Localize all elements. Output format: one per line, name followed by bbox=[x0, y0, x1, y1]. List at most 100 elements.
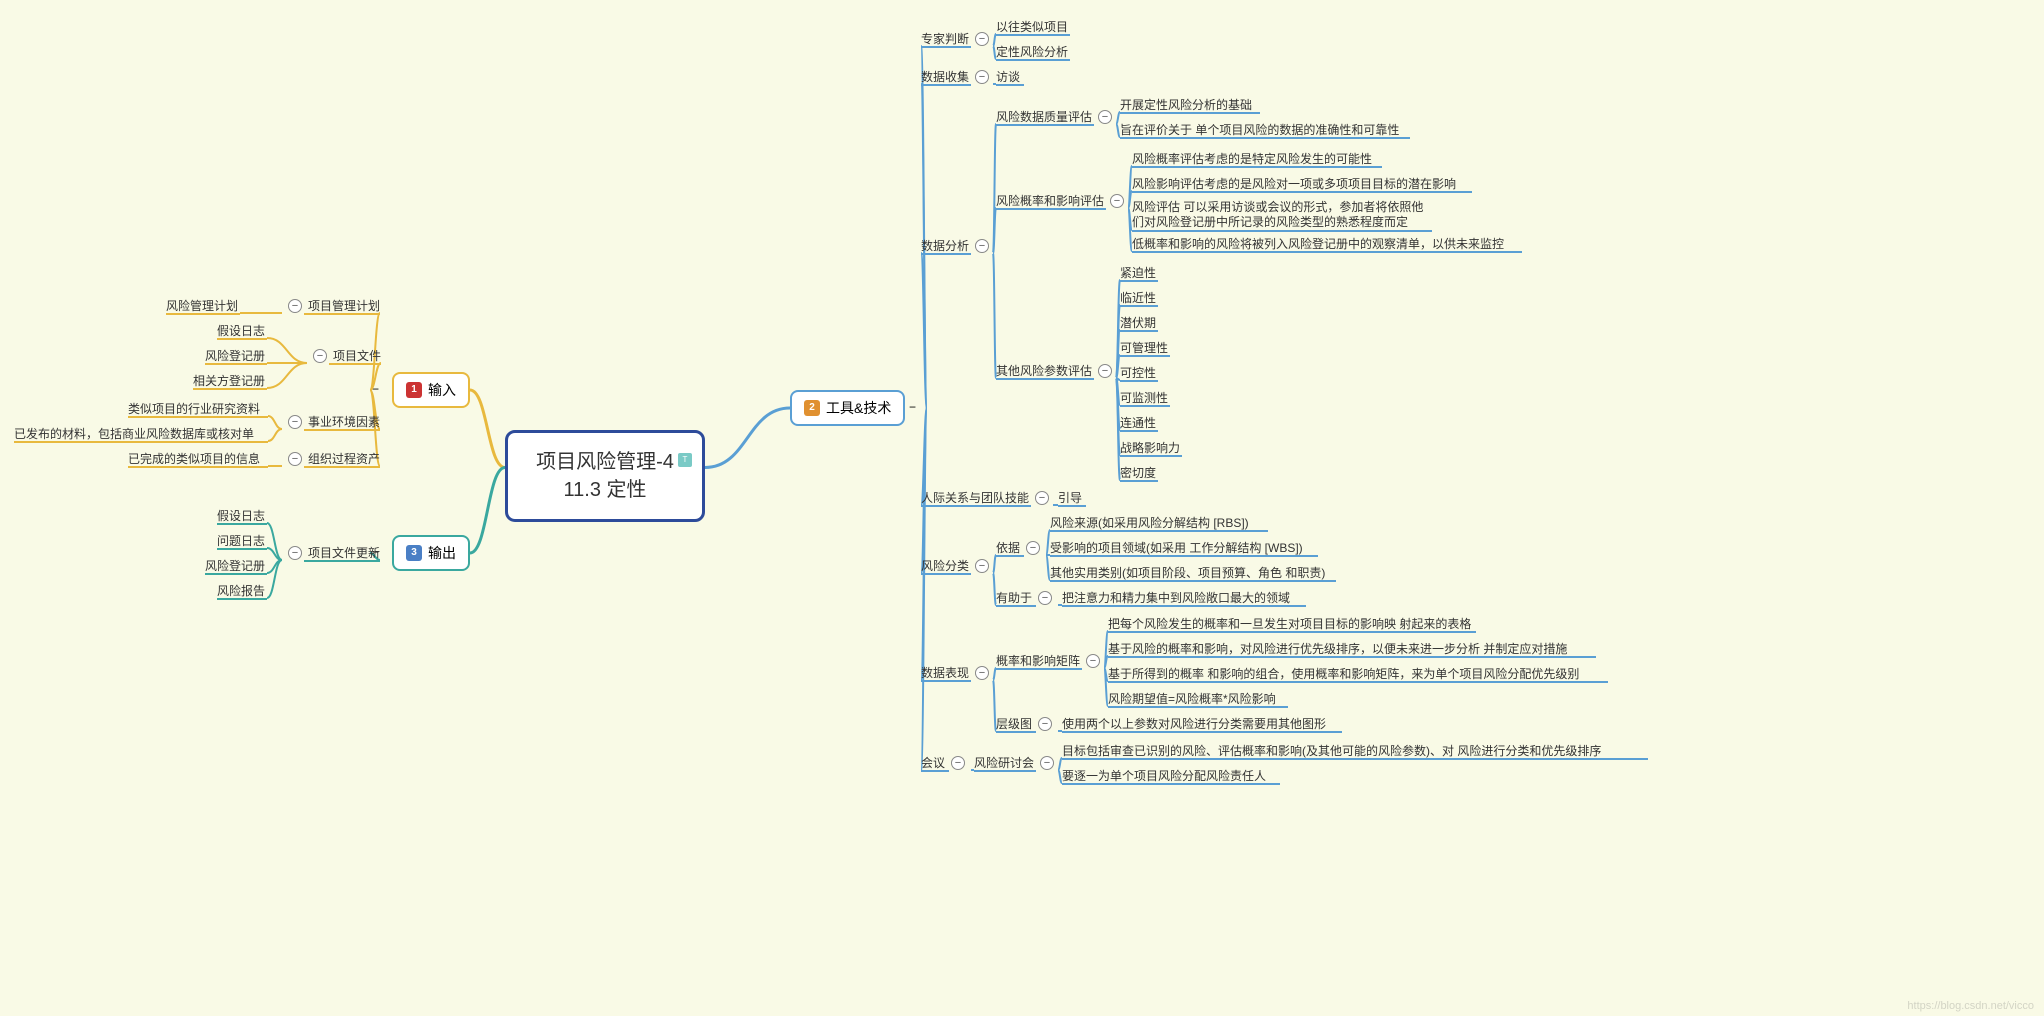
node-label: 概率和影响矩阵 bbox=[996, 652, 1080, 669]
collapse-icon[interactable]: − bbox=[975, 239, 989, 253]
leaf-node: 风险登记册 bbox=[205, 347, 265, 364]
mid-node: 数据表现− bbox=[921, 664, 995, 681]
leaf-node: 基于所得到的概率 和影响的组合，使用概率和影响矩阵，来为单个项目风险分配优先级别 bbox=[1108, 665, 1579, 682]
leaf-node: 定性风险分析 bbox=[996, 43, 1068, 60]
mid-node: 风险研讨会− bbox=[974, 754, 1060, 771]
mid-node: 概率和影响矩阵− bbox=[996, 652, 1106, 669]
leaf-node: 引导 bbox=[1058, 489, 1082, 506]
leaf-node: 假设日志 bbox=[217, 507, 265, 524]
leaf-node: 受影响的项目领域(如采用 工作分解结构 [WBS]) bbox=[1050, 539, 1303, 556]
mid-node: 专家判断− bbox=[921, 30, 995, 47]
leaf-node: 密切度 bbox=[1120, 464, 1156, 481]
leaf-node: 风险期望值=风险概率*风险影响 bbox=[1108, 690, 1276, 707]
mid-node: 数据分析− bbox=[921, 237, 995, 254]
mid-node: 会议− bbox=[921, 754, 971, 771]
leaf-node: 可控性 bbox=[1120, 364, 1156, 381]
node-label: 事业环境因素 bbox=[308, 413, 380, 430]
branch-num: 1 bbox=[406, 382, 422, 398]
collapse-icon[interactable]: − bbox=[1035, 491, 1049, 505]
mid-node: 数据收集− bbox=[921, 68, 995, 85]
collapse-icon[interactable]: − bbox=[288, 299, 302, 313]
collapse-icon[interactable]: − bbox=[1110, 194, 1124, 208]
collapse-icon[interactable]: − bbox=[1040, 756, 1054, 770]
mid-node: 依据− bbox=[996, 539, 1046, 556]
node-label: 依据 bbox=[996, 539, 1020, 556]
node-label: 风险数据质量评估 bbox=[996, 108, 1092, 125]
node-label: 风险分类 bbox=[921, 557, 969, 574]
collapse-icon[interactable]: − bbox=[313, 349, 327, 363]
leaf-node: 开展定性风险分析的基础 bbox=[1120, 96, 1252, 113]
branch-label-text: 输入 bbox=[428, 380, 456, 400]
leaf-node: 把注意力和精力集中到风险敞口最大的领域 bbox=[1062, 589, 1290, 606]
collapse-icon[interactable]: − bbox=[1086, 654, 1100, 668]
leaf-node: 以往类似项目 bbox=[996, 18, 1068, 35]
branch-label-text: 输出 bbox=[428, 543, 456, 563]
mid-node: −项目文件 bbox=[307, 347, 381, 364]
collapse-icon[interactable]: − bbox=[288, 415, 302, 429]
collapse-icon[interactable]: − bbox=[288, 452, 302, 466]
collapse-icon[interactable]: − bbox=[1098, 364, 1112, 378]
collapse-icon[interactable]: − bbox=[288, 546, 302, 560]
leaf-node: 风险登记册 bbox=[205, 557, 265, 574]
branch-label-text: 工具&技术 bbox=[826, 398, 891, 418]
leaf-node: 其他实用类别(如项目阶段、项目预算、角色 和职责) bbox=[1050, 564, 1325, 581]
node-label: 数据分析 bbox=[921, 237, 969, 254]
node-label: 风险概率和影响评估 bbox=[996, 192, 1104, 209]
leaf-node: 连通性 bbox=[1120, 414, 1156, 431]
leaf-node: 风险概率评估考虑的是特定风险发生的可能性 bbox=[1132, 150, 1372, 167]
node-label: 数据表现 bbox=[921, 664, 969, 681]
collapse-icon[interactable]: − bbox=[1038, 591, 1052, 605]
node-label: 数据收集 bbox=[921, 68, 969, 85]
leaf-node: 问题日志 bbox=[217, 532, 265, 549]
leaf-node: 潜伏期 bbox=[1120, 314, 1156, 331]
leaf-node: 要逐一为单个项目风险分配风险责任人 bbox=[1062, 767, 1266, 784]
leaf-node: 低概率和影响的风险将被列入风险登记册中的观察清单，以供未来监控 bbox=[1132, 235, 1504, 252]
node-label: 风险研讨会 bbox=[974, 754, 1034, 771]
leaf-node: 已发布的材料，包括商业风险数据库或核对单 bbox=[14, 425, 254, 442]
mid-node: 层级图− bbox=[996, 715, 1058, 732]
collapse-icon[interactable]: − bbox=[951, 756, 965, 770]
mid-node: −项目文件更新 bbox=[282, 544, 380, 561]
node-label: 组织过程资产 bbox=[308, 450, 380, 467]
leaf-node: 已完成的类似项目的信息 bbox=[128, 450, 260, 467]
mid-node: 风险概率和影响评估− bbox=[996, 192, 1130, 209]
mid-node: 其他风险参数评估− bbox=[996, 362, 1118, 379]
leaf-node: 可监测性 bbox=[1120, 389, 1168, 406]
leaf-node: 假设日志 bbox=[217, 322, 265, 339]
collapse-icon[interactable]: − bbox=[975, 32, 989, 46]
collapse-icon[interactable]: − bbox=[1038, 717, 1052, 731]
leaf-node: 访谈 bbox=[996, 68, 1020, 85]
leaf-node: 类似项目的行业研究资料 bbox=[128, 400, 260, 417]
node-label: 项目管理计划 bbox=[308, 297, 380, 314]
leaf-node: 风险报告 bbox=[217, 582, 265, 599]
node-label: 其他风险参数评估 bbox=[996, 362, 1092, 379]
collapse-icon[interactable]: − bbox=[975, 70, 989, 84]
mid-node: 风险分类− bbox=[921, 557, 995, 574]
node-label: 会议 bbox=[921, 754, 945, 771]
leaf-node: 紧迫性 bbox=[1120, 264, 1156, 281]
collapse-icon[interactable]: − bbox=[1026, 541, 1040, 555]
node-label: 项目文件 bbox=[333, 347, 381, 364]
leaf-node: 使用两个以上参数对风险进行分类需要用其他图形 bbox=[1062, 715, 1326, 732]
mid-node: 有助于− bbox=[996, 589, 1058, 606]
leaf-node: 相关方登记册 bbox=[193, 372, 265, 389]
branch-b2[interactable]: 2 工具&技术 bbox=[790, 390, 905, 426]
collapse-icon[interactable]: − bbox=[975, 666, 989, 680]
collapse-icon[interactable]: − bbox=[1098, 110, 1112, 124]
leaf-node: 战略影响力 bbox=[1120, 439, 1180, 456]
leaf-node: 可管理性 bbox=[1120, 339, 1168, 356]
node-label: 有助于 bbox=[996, 589, 1032, 606]
branch-num: 3 bbox=[406, 545, 422, 561]
mid-node: 风险数据质量评估− bbox=[996, 108, 1118, 125]
node-label: 层级图 bbox=[996, 715, 1032, 732]
node-label: 项目文件更新 bbox=[308, 544, 380, 561]
leaf-node: 把每个风险发生的概率和一旦发生对项目目标的影响映 射起来的表格 bbox=[1108, 615, 1471, 632]
node-label: 人际关系与团队技能 bbox=[921, 489, 1029, 506]
leaf-node: 基于风险的概率和影响，对风险进行优先级排序，以便未来进一步分析 并制定应对措施 bbox=[1108, 640, 1567, 657]
branch-b1[interactable]: 1 输入 bbox=[392, 372, 470, 408]
leaf-node: 临近性 bbox=[1120, 289, 1156, 306]
branch-num: 2 bbox=[804, 400, 820, 416]
mid-node: −组织过程资产 bbox=[282, 450, 380, 467]
collapse-icon[interactable]: − bbox=[975, 559, 989, 573]
branch-b3[interactable]: 3 输出 bbox=[392, 535, 470, 571]
